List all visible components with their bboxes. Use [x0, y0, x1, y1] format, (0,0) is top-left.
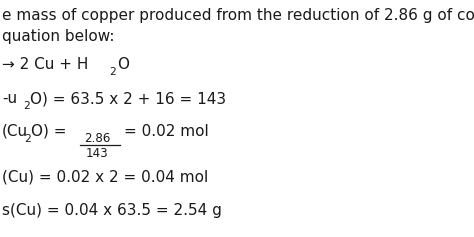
- Text: 2: 2: [24, 134, 31, 144]
- Text: s(Cu) = 0.04 x 63.5 = 2.54 g: s(Cu) = 0.04 x 63.5 = 2.54 g: [2, 203, 222, 218]
- Text: = 0.02 mol: = 0.02 mol: [124, 124, 209, 139]
- Text: O: O: [117, 57, 129, 72]
- Text: (Cu) = 0.02 x 2 = 0.04 mol: (Cu) = 0.02 x 2 = 0.04 mol: [2, 170, 208, 185]
- Text: quation below:: quation below:: [2, 29, 115, 44]
- Text: → 2 Cu + H: → 2 Cu + H: [2, 57, 88, 72]
- Text: 2.86: 2.86: [84, 132, 110, 145]
- Text: (Cu: (Cu: [2, 124, 28, 139]
- Text: e mass of copper produced from the reduction of 2.86 g of copp: e mass of copper produced from the reduc…: [2, 8, 474, 23]
- Text: -u: -u: [2, 91, 17, 106]
- Text: 2: 2: [109, 67, 116, 77]
- Text: 143: 143: [86, 147, 109, 160]
- Text: O) = 63.5 x 2 + 16 = 143: O) = 63.5 x 2 + 16 = 143: [30, 91, 226, 106]
- Text: O) =: O) =: [31, 124, 72, 139]
- Text: 2: 2: [23, 101, 30, 111]
